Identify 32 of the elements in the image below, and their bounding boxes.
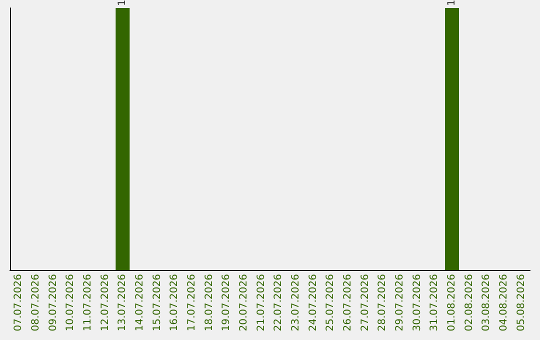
- x-tick-label: 16.07.2026: [169, 274, 180, 332]
- x-tick-label: 29.07.2026: [394, 274, 406, 332]
- x-tick-label: 18.07.2026: [204, 274, 215, 332]
- x-tick-label: 12.07.2026: [100, 274, 111, 332]
- data-label: 1: [446, 0, 458, 6]
- x-tick-label: 07.07.2026: [13, 274, 24, 332]
- x-tick-label: 26.07.2026: [342, 274, 354, 332]
- x-tick-label: 30.07.2026: [412, 274, 423, 332]
- x-tick-label: 14.07.2026: [134, 274, 146, 332]
- x-tick-label: 02.08.2026: [464, 274, 475, 332]
- x-tick-label: 09.07.2026: [48, 274, 59, 332]
- x-tick-label: 22.07.2026: [273, 274, 284, 332]
- data-label: 1: [117, 0, 128, 6]
- x-tick-label: 11.07.2026: [82, 274, 94, 332]
- x-tick-label: 23.07.2026: [290, 274, 302, 332]
- x-tick-label: 10.07.2026: [65, 274, 76, 332]
- x-tick-label: 24.07.2026: [308, 274, 319, 332]
- x-tick-label: 03.08.2026: [481, 274, 492, 332]
- x-tick-label: 19.07.2026: [221, 274, 232, 332]
- x-tick-label: 31.07.2026: [429, 274, 440, 332]
- x-tick-label: 28.07.2026: [377, 274, 388, 332]
- x-tick-label: 20.07.2026: [238, 274, 250, 332]
- x-tick-label: 04.08.2026: [498, 274, 510, 332]
- x-tick-label: 27.07.2026: [360, 274, 371, 332]
- x-tick-label: 13.07.2026: [117, 274, 128, 332]
- x-tick-label: 15.07.2026: [152, 274, 163, 332]
- x-tick-label: 01.08.2026: [446, 274, 458, 332]
- x-tick-label: 25.07.2026: [325, 274, 336, 332]
- x-tick-label: 05.08.2026: [516, 274, 527, 332]
- x-tick-label: 08.07.2026: [30, 274, 42, 332]
- x-tick-label: 21.07.2026: [256, 274, 267, 332]
- x-tick-label: 17.07.2026: [186, 274, 198, 332]
